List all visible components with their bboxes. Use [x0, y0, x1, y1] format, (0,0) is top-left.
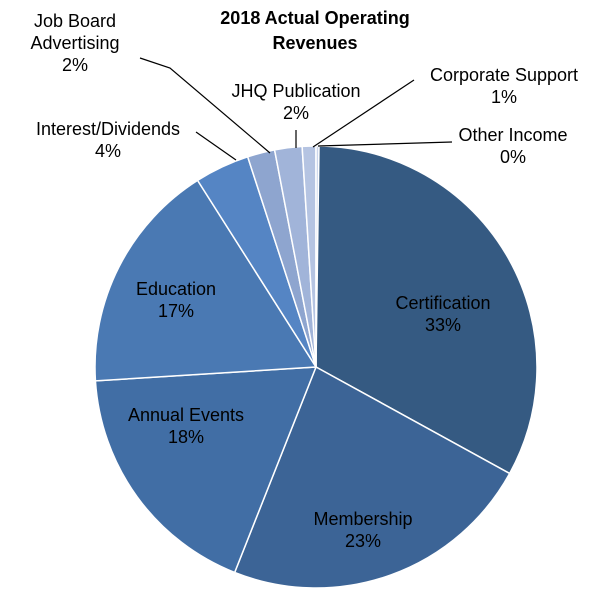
category-label: Other Income 0%	[458, 125, 568, 167]
value-label: 1%	[490, 87, 517, 107]
leader-line	[139, 57, 271, 154]
pie-slice	[315, 145, 320, 368]
category-label: Education 17%	[135, 279, 217, 321]
value-label: 33%	[424, 315, 462, 335]
pie-slice	[315, 145, 538, 475]
value-label: 2%	[61, 55, 88, 75]
value-label: 18%	[167, 427, 205, 447]
leader-line	[317, 141, 453, 147]
category-label: Interest/Dividends 4%	[35, 119, 181, 161]
category-label: JHQ Publication 2%	[231, 81, 361, 123]
pie-slice	[233, 365, 511, 589]
leader-line	[195, 131, 237, 161]
pie-slice	[94, 179, 318, 382]
value-label: 17%	[157, 301, 195, 321]
pie-slice	[94, 366, 318, 574]
category-label: Certification 33%	[395, 293, 491, 335]
category-label: Annual Events 18%	[127, 405, 245, 447]
category-label: Corporate Support 1%	[429, 65, 579, 107]
value-label: 0%	[499, 147, 526, 167]
chart-title: 2018 Actual Operating Revenues	[220, 8, 410, 53]
category-label: Job Board Advertising 2%	[30, 11, 120, 75]
value-label: 4%	[94, 141, 121, 161]
leader-line	[312, 79, 415, 148]
value-label: 2%	[282, 103, 309, 123]
category-label: Membership 23%	[313, 509, 413, 551]
value-label: 23%	[344, 531, 382, 551]
